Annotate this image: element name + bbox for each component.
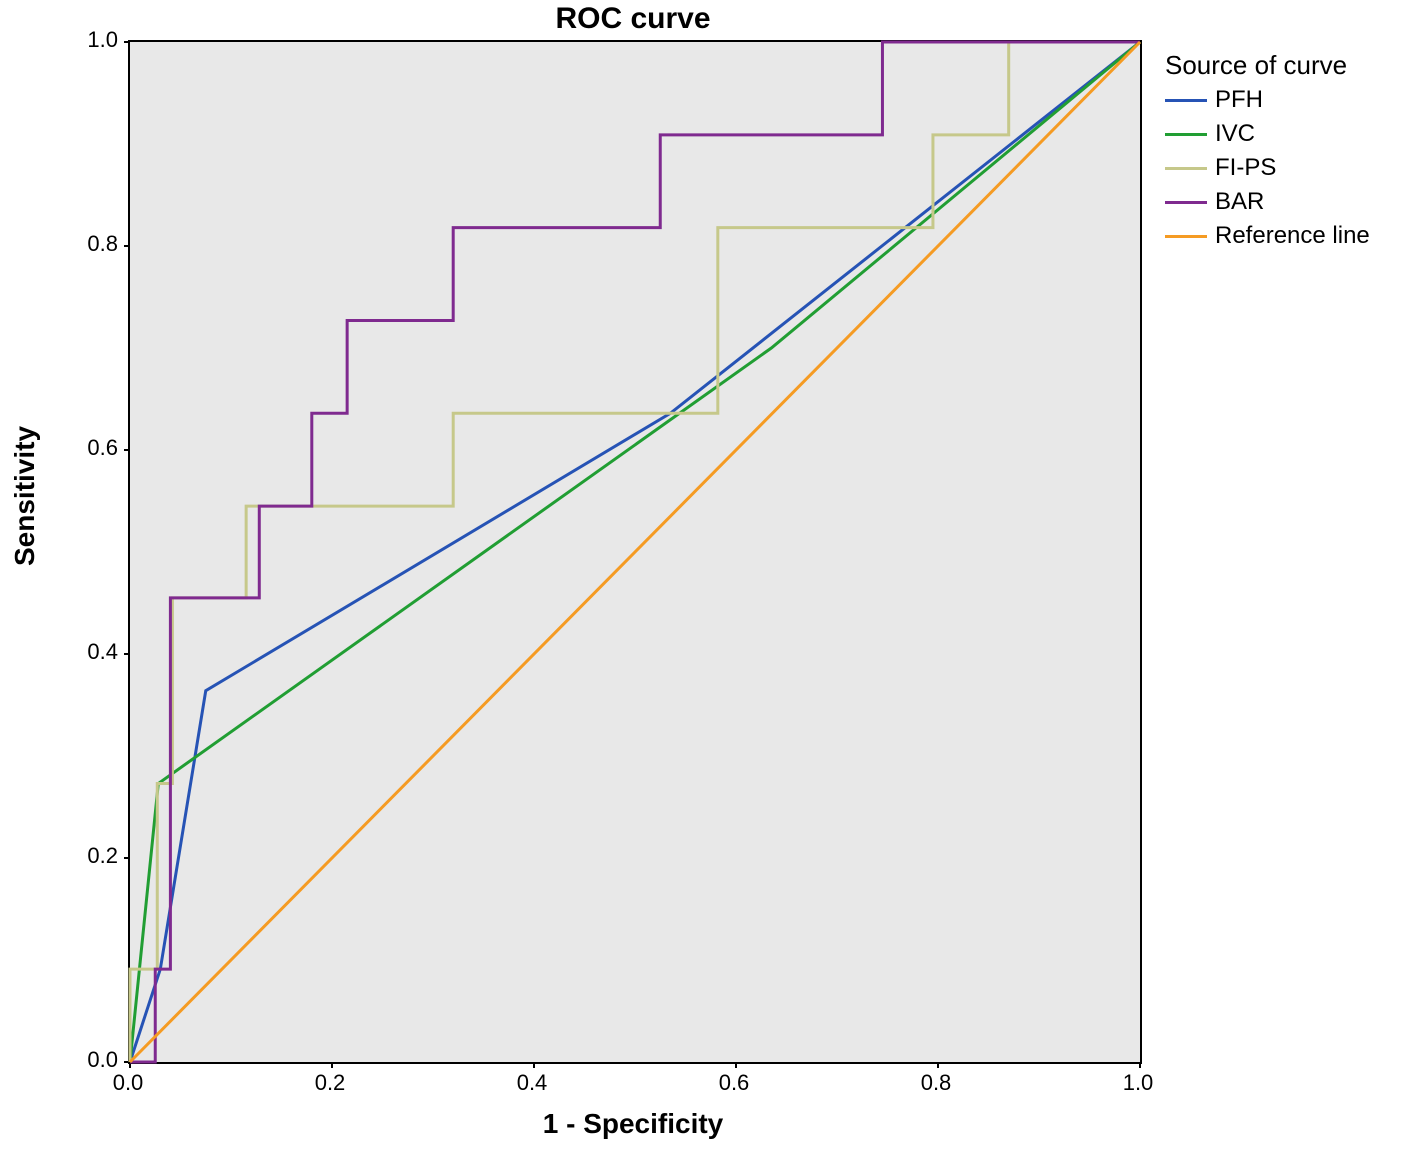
roc-figure: ROC curve Sensitivity 1 - Specificity So… bbox=[0, 0, 1416, 1159]
legend-swatch bbox=[1165, 235, 1207, 238]
legend-swatch bbox=[1165, 133, 1207, 136]
legend-swatch bbox=[1165, 167, 1207, 170]
legend-label: PFH bbox=[1215, 86, 1263, 114]
y-tick-label: 0.0 bbox=[82, 1047, 118, 1073]
legend-item: BAR bbox=[1165, 188, 1264, 216]
y-tick-label: 0.4 bbox=[82, 639, 118, 665]
legend-swatch bbox=[1165, 99, 1207, 102]
x-tick-label: 0.2 bbox=[315, 1070, 346, 1096]
x-axis-label: 1 - Specificity bbox=[483, 1108, 783, 1140]
legend-title: Source of curve bbox=[1165, 50, 1347, 81]
y-tick-label: 0.6 bbox=[82, 435, 118, 461]
legend-swatch bbox=[1165, 201, 1207, 204]
legend-item: IVC bbox=[1165, 120, 1255, 148]
y-tick-label: 1.0 bbox=[82, 27, 118, 53]
legend-label: IVC bbox=[1215, 120, 1255, 148]
legend-label: FI-PS bbox=[1215, 154, 1276, 182]
plot-svg bbox=[130, 42, 1140, 1062]
legend-item: FI-PS bbox=[1165, 154, 1276, 182]
x-tick-label: 0.8 bbox=[921, 1070, 952, 1096]
x-tick-label: 1.0 bbox=[1123, 1070, 1154, 1096]
y-tick-label: 0.8 bbox=[82, 231, 118, 257]
y-axis-label: Sensitivity bbox=[9, 536, 41, 566]
x-tick-label: 0.6 bbox=[719, 1070, 750, 1096]
legend-item: PFH bbox=[1165, 86, 1263, 114]
chart-title: ROC curve bbox=[483, 2, 783, 36]
legend-item: Reference line bbox=[1165, 222, 1370, 250]
legend-label: Reference line bbox=[1215, 222, 1370, 250]
x-tick-label: 0.0 bbox=[113, 1070, 144, 1096]
legend-label: BAR bbox=[1215, 188, 1264, 216]
series-line bbox=[130, 42, 1140, 1062]
y-tick-label: 0.2 bbox=[82, 843, 118, 869]
x-tick-label: 0.4 bbox=[517, 1070, 548, 1096]
plot-area bbox=[128, 40, 1142, 1064]
